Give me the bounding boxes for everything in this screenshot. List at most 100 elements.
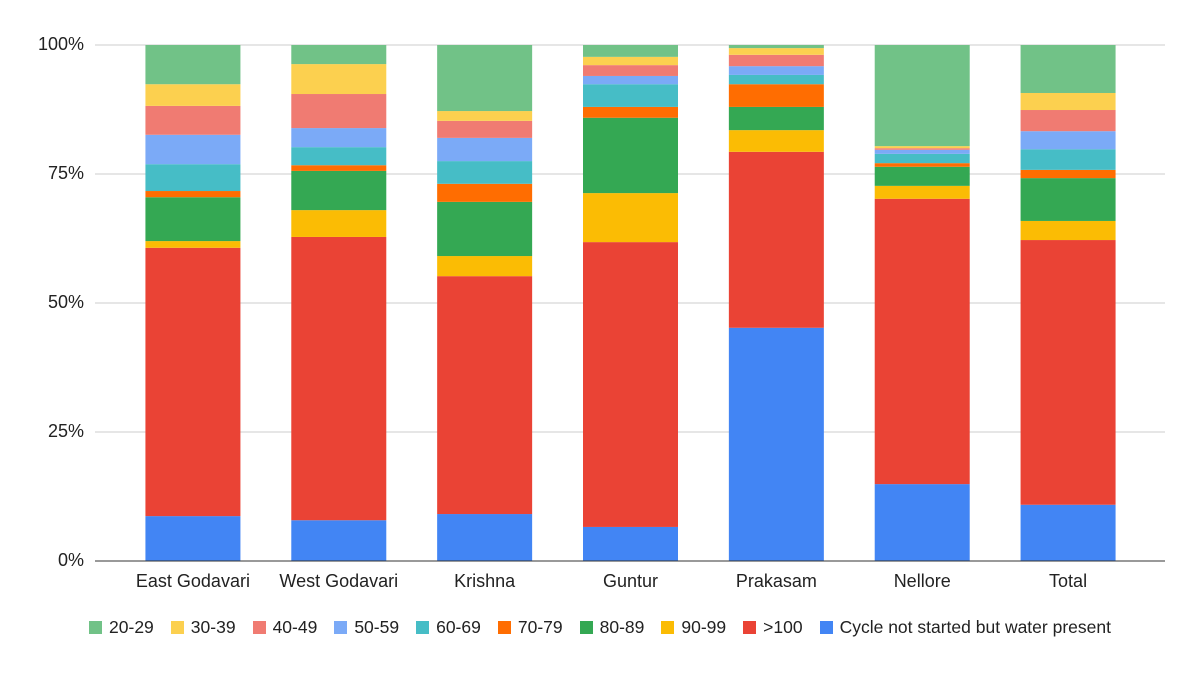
bar-segment [1020,240,1116,505]
bar-segment [145,241,241,248]
legend-label: 60-69 [436,617,481,637]
bar-segment [728,54,824,67]
bar-segment [583,56,678,66]
bar-segment [874,153,970,164]
legend-swatch [579,621,593,634]
bar-segment [437,120,533,138]
legend-item: >100 [743,617,803,638]
bar-segment [1020,92,1116,111]
legend-item: 60-69 [416,617,481,638]
bar-segment [437,183,533,202]
bar-segment [728,74,824,85]
bar-segment [291,45,387,65]
bar-segment [1020,149,1116,170]
bar-segment [1020,45,1116,93]
y-tick-label: 25% [48,421,84,441]
x-tick-label: Guntur [603,571,658,591]
bar-segment [728,84,824,107]
legend-item: 30-39 [170,617,236,638]
bar-segment [583,106,678,118]
bar-segment [874,148,970,150]
bar-segment [291,210,387,237]
bar-segment [437,256,533,277]
bar-segment [145,84,241,106]
legend-label: 70-79 [517,617,563,637]
bar-segment [583,242,678,527]
bar-segment [437,201,533,257]
bar-segment [874,185,970,199]
bar-segment [874,45,970,147]
bar-segment [145,164,241,192]
bar-segment [1020,110,1116,132]
legend-item: 50-59 [334,617,399,638]
bar-segment [145,105,241,135]
bar-segment [583,84,678,107]
bar-segment [437,45,533,112]
legend-item: Cycle not started but water present [819,617,1111,638]
bar-segment [728,45,824,49]
legend-swatch [89,621,103,634]
legend-swatch [170,621,184,634]
bar-segment [583,526,678,561]
legend-swatch [497,621,511,634]
legend-label: >100 [763,617,803,637]
legend-item: 90-99 [661,617,726,638]
bar-segment [145,45,241,85]
legend-label: 80-89 [599,617,645,637]
legend-swatch [252,621,266,634]
bar-segment [1020,131,1116,150]
x-tick-label: Krishna [454,571,516,591]
bar-segment [437,161,533,184]
x-tick-label: East Godavari [136,571,250,591]
legend-label: 40-49 [272,617,318,637]
bar-segment [437,514,533,561]
legend-swatch [661,621,675,634]
bar-segment [874,149,970,154]
bar-segment [437,276,533,515]
bar-segment [1020,220,1116,241]
bar-segment [583,65,678,76]
legend-swatch [819,621,833,634]
legend-item: 80-89 [579,617,645,638]
bar-segment [874,163,970,167]
bar-segment [728,106,824,131]
bar-segment [874,146,970,149]
y-tick-label: 75% [48,163,84,183]
legend-swatch [416,621,430,634]
legend-label: 20-29 [109,617,154,637]
x-tick-label: Nellore [894,571,951,591]
bar-segment [291,147,387,166]
bar-segment [728,151,824,328]
bar-segment [1020,178,1116,221]
bar-segment [874,166,970,186]
bar-segment [291,128,387,148]
legend-item: 40-49 [252,617,318,638]
bar-segment [145,134,241,165]
bar-segment [437,111,533,121]
bar-segment [145,191,241,198]
bar-segment [291,520,387,561]
legend-label: 50-59 [354,617,400,637]
bar-segment [145,197,241,242]
bar-segment [291,64,387,95]
legend-item: 20-29 [89,617,154,638]
bar-segment [583,45,678,57]
legend-label: Cycle not started but water present [839,617,1111,637]
x-tick-label: Prakasam [736,571,817,591]
bar-segment [1020,169,1116,179]
bar-segment [728,130,824,152]
y-tick-label: 50% [48,292,84,312]
legend-swatch [334,621,348,634]
bar-segment [728,66,824,75]
bar-segment [728,48,824,55]
legend-item: 70-79 [497,617,563,638]
bar-segment [291,236,387,521]
legend-swatch [743,621,757,634]
bar-segment [874,198,970,485]
bar-segment [437,137,533,162]
bar-segment [583,75,678,85]
bar-segment [291,170,387,211]
legend-label: 30-39 [190,617,236,637]
bar-segment [728,327,824,561]
